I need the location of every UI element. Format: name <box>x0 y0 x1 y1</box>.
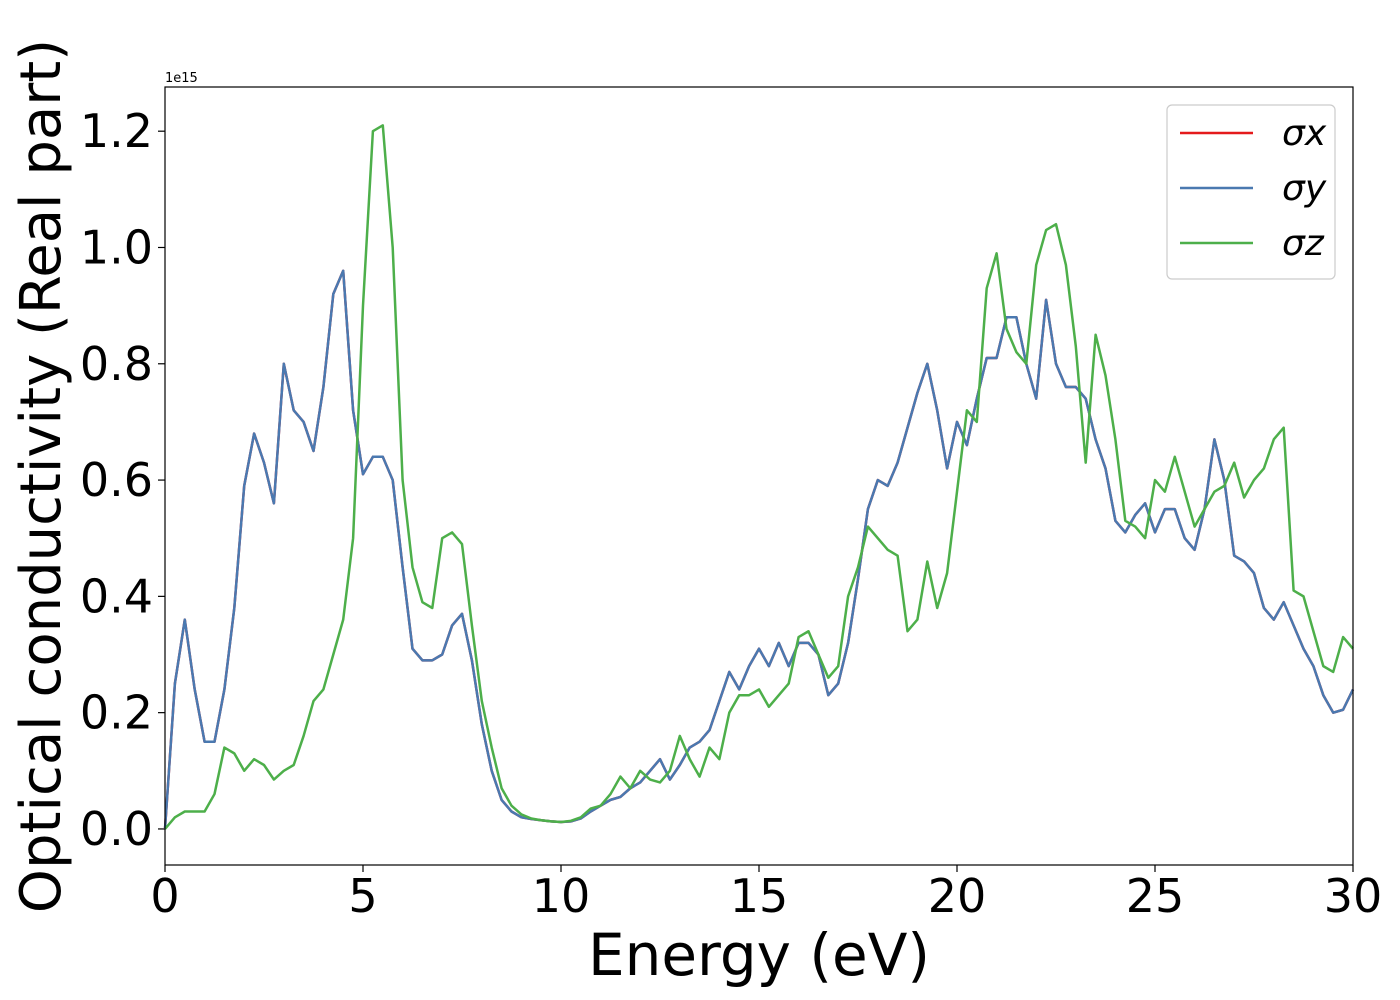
series-line <box>163 269 1355 830</box>
y-tick-label: 0.0 <box>80 802 153 856</box>
y-tick-label: 1.0 <box>80 220 153 274</box>
y-tick-label: 0.2 <box>80 686 153 740</box>
series-line <box>164 124 1354 830</box>
x-tick-label: 5 <box>348 869 377 923</box>
y-axis-label: Optical conductivity (Real part) <box>9 39 74 913</box>
x-tick-label: 0 <box>150 869 179 923</box>
x-tick-label: 10 <box>532 869 591 923</box>
y-tick-label: 0.4 <box>80 569 153 623</box>
y-tick-label: 0.8 <box>80 337 153 391</box>
legend-label: σy <box>1282 168 1327 209</box>
y-tick-label: 1.2 <box>80 104 153 158</box>
legend-label: σx <box>1282 113 1327 154</box>
y-tick-label: 0.6 <box>80 453 153 507</box>
x-tick-label: 30 <box>1324 869 1383 923</box>
series-line <box>163 269 1355 830</box>
y-offset-text: 1e15 <box>165 71 198 86</box>
legend-label: σz <box>1282 223 1325 264</box>
plot-frame <box>164 86 1354 866</box>
legend-box <box>1166 104 1336 280</box>
x-tick-label: 25 <box>1126 869 1185 923</box>
x-tick-label: 15 <box>730 869 789 923</box>
x-axis-label: Energy (eV) <box>588 921 930 989</box>
x-tick-label: 20 <box>928 869 987 923</box>
